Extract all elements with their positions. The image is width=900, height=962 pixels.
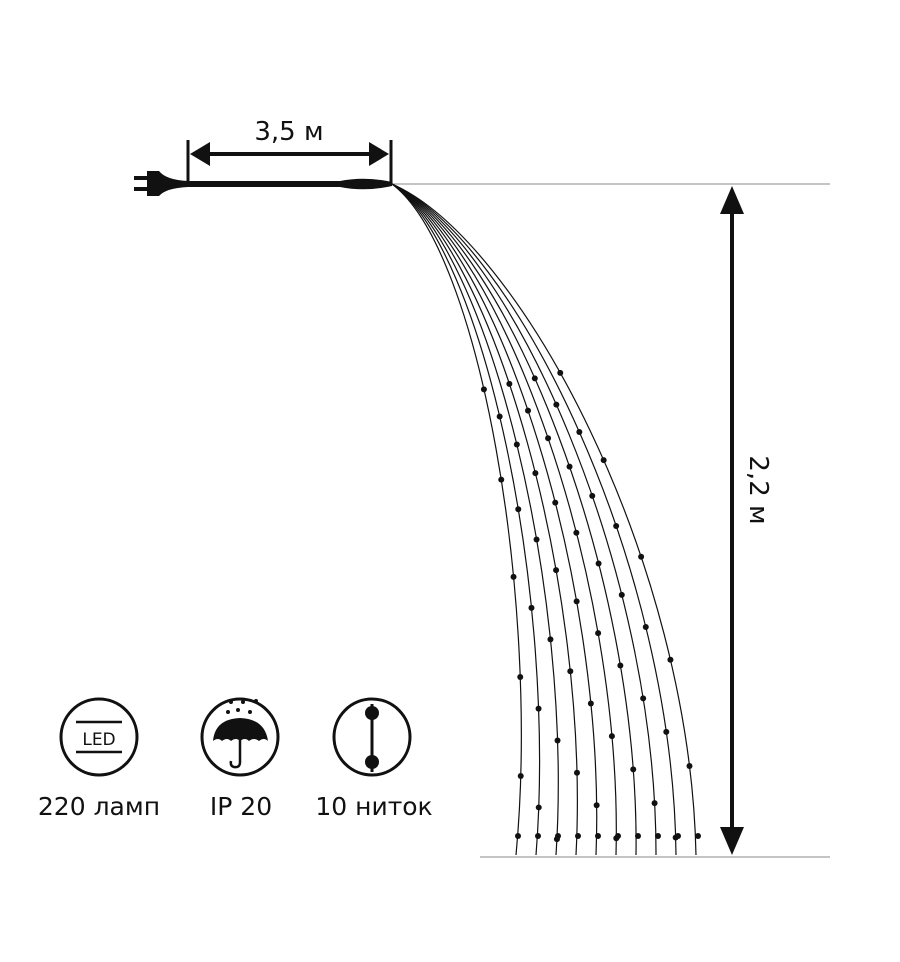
led-bulb — [608, 733, 615, 740]
led-bulb — [517, 673, 524, 680]
led-bulb — [555, 833, 561, 839]
led-bulb — [593, 802, 600, 809]
led-bulb — [567, 668, 574, 675]
led-bulb — [553, 567, 560, 574]
led-bulb — [617, 662, 624, 669]
led-bulb — [686, 763, 693, 770]
led-bulb — [573, 598, 580, 605]
led-bulb — [535, 833, 541, 839]
led-bulb — [496, 413, 503, 420]
led-bulb — [615, 833, 621, 839]
led-bulb — [515, 506, 522, 513]
led-bulb — [531, 375, 538, 382]
power-cable — [185, 178, 392, 190]
led-bulb — [517, 773, 524, 780]
strand — [391, 183, 657, 856]
umbrella-rain-icon — [200, 697, 280, 777]
led-bulb — [545, 435, 552, 442]
height-dimension — [720, 186, 744, 855]
strand — [391, 183, 677, 856]
led-bulb — [630, 766, 637, 773]
led-bulb — [595, 630, 602, 637]
led-bulb — [638, 553, 645, 560]
led-bulb — [510, 573, 517, 580]
led-bulb — [655, 833, 661, 839]
led-bulb — [528, 604, 535, 611]
strand — [391, 183, 578, 856]
led-bulb — [535, 705, 542, 712]
cable-length-label: 3,5 м — [254, 117, 323, 147]
led-bulb — [515, 833, 521, 839]
led-bulb — [535, 804, 542, 811]
strands — [391, 183, 701, 856]
strand — [391, 183, 598, 856]
led-bulb — [651, 800, 658, 807]
led-bulb — [525, 407, 532, 414]
lamp-count-label: 220 ламп — [38, 792, 160, 821]
ip-rating-label: IP 20 — [210, 792, 272, 821]
strand — [391, 183, 617, 856]
led-bulb — [663, 728, 670, 735]
plug-icon — [134, 171, 188, 196]
led-bulb — [480, 386, 487, 393]
led-bulb — [552, 499, 559, 506]
led-bulb — [613, 522, 620, 529]
led-bulb — [553, 401, 560, 408]
led-bulb — [573, 769, 580, 776]
led-bulb — [506, 380, 513, 387]
led-bulb — [532, 470, 539, 477]
led-bulb — [589, 492, 596, 499]
led-bulb — [635, 833, 641, 839]
strand — [391, 183, 637, 856]
led-bulb — [587, 700, 594, 707]
strand — [391, 183, 522, 856]
led-bulb — [547, 636, 554, 643]
height-label: 2,2 м — [743, 455, 773, 524]
led-bulb — [642, 623, 649, 630]
strand — [391, 183, 697, 856]
width-dimension — [186, 140, 393, 184]
strand-count-label: 10 ниток — [315, 792, 432, 821]
led-bulb — [600, 457, 607, 464]
led-bulb — [575, 833, 581, 839]
led-bulb — [695, 833, 701, 839]
led-bulb — [557, 369, 564, 376]
led-bulb — [595, 833, 601, 839]
led-icon-text: LED — [82, 730, 115, 750]
led-bulb — [513, 441, 520, 448]
led-bulb — [618, 591, 625, 598]
led-bulb — [498, 476, 505, 483]
led-bulb — [640, 695, 647, 702]
led-bulb — [573, 529, 580, 536]
strand — [391, 183, 541, 856]
led-bulb — [533, 536, 540, 543]
led-bulb — [595, 560, 602, 567]
strand-icon — [332, 697, 412, 777]
led-bulb — [566, 463, 573, 470]
led-icon: LED — [59, 697, 139, 777]
led-bulb — [675, 833, 681, 839]
led-bulb — [554, 737, 561, 744]
led-bulb — [667, 656, 674, 663]
led-bulb — [576, 428, 583, 435]
